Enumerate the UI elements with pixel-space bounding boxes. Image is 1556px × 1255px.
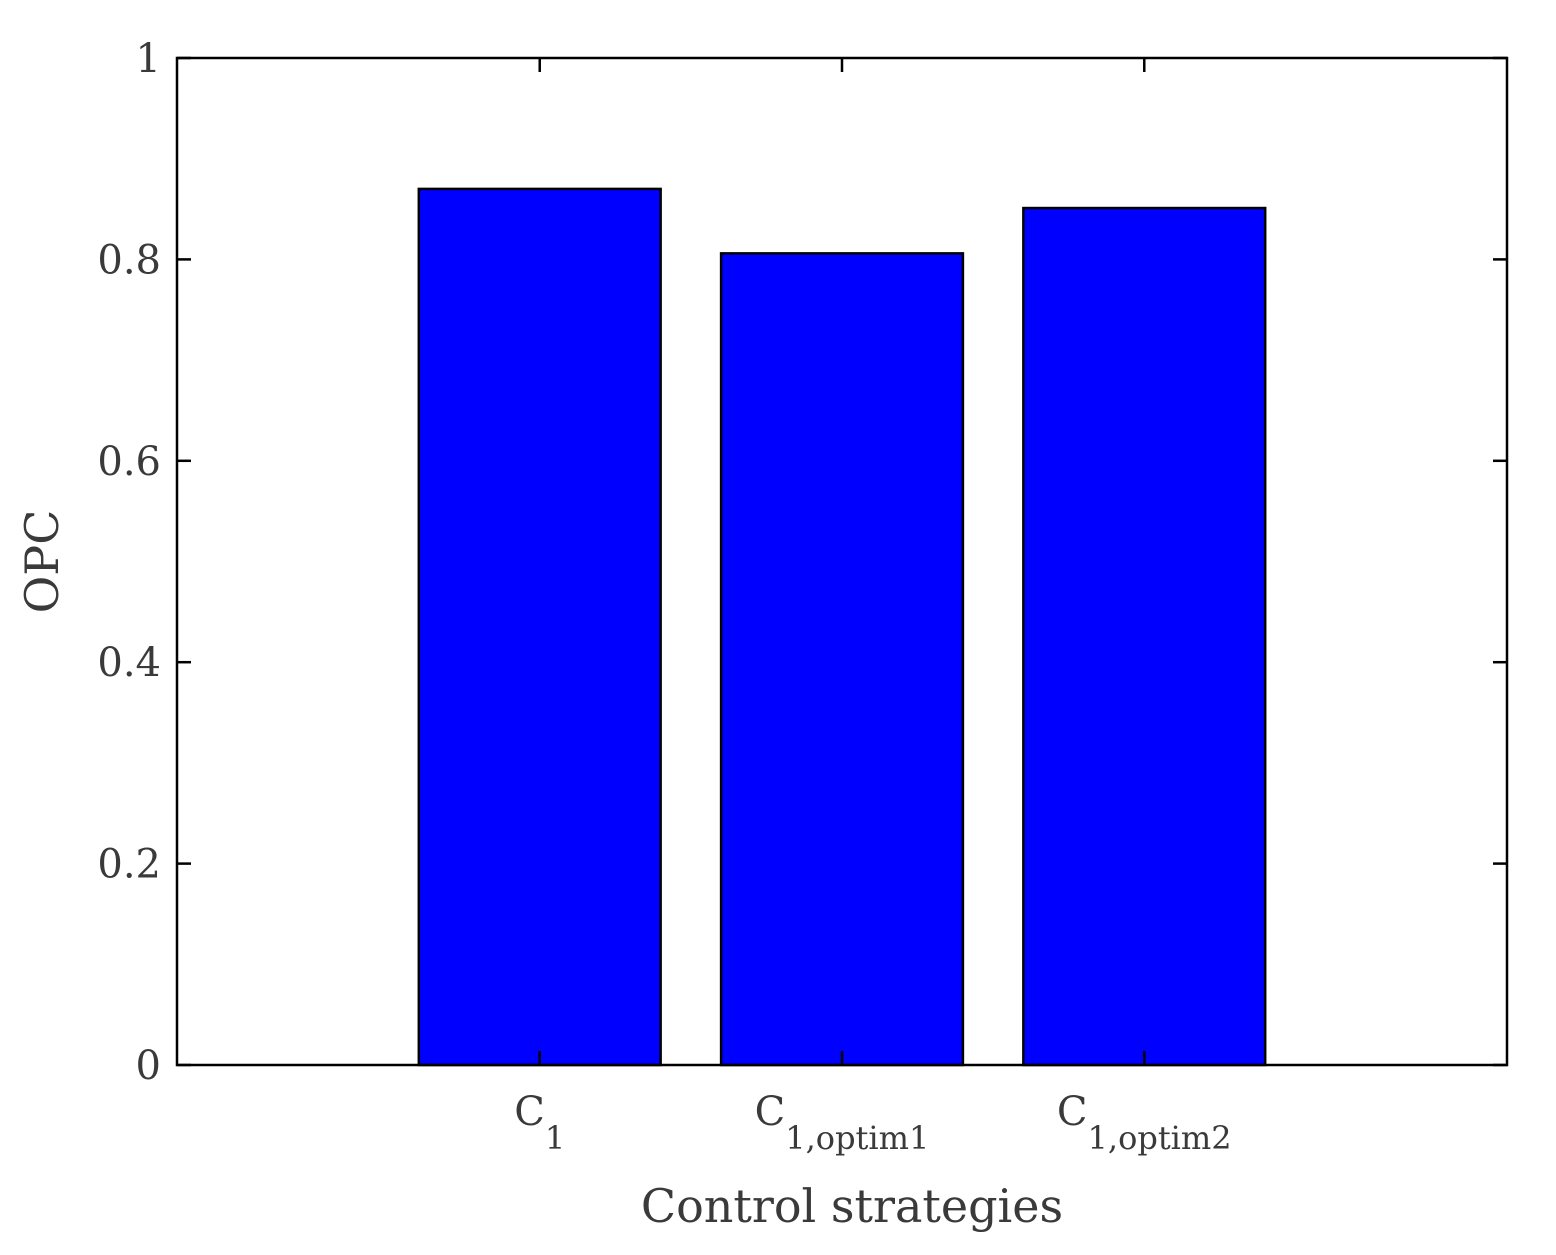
x-tick-labels: C1 C1,optim1 C1,optim2 — [514, 1089, 1231, 1157]
y-tick-label: 0.4 — [97, 640, 161, 686]
y-tick-label: 0.8 — [97, 237, 161, 283]
y-axis-label: OPC — [15, 510, 69, 614]
x-axis-label: Control strategies — [641, 1179, 1063, 1233]
y-tick-label: 0.2 — [97, 842, 161, 888]
y-tick-label: 0.6 — [97, 439, 161, 485]
x-tick-label: C1,optim2 — [1057, 1089, 1232, 1157]
bar — [417, 187, 662, 1067]
y-tick-label: 0 — [136, 1043, 161, 1089]
y-tick-labels: 0 0.2 0.4 0.6 0.8 1 — [97, 36, 161, 1089]
x-tick-label: C1 — [514, 1089, 565, 1157]
bars-group — [417, 187, 1267, 1067]
x-tick-label: C1,optim1 — [755, 1089, 930, 1157]
y-tick-label: 1 — [136, 36, 161, 82]
bar — [1022, 206, 1267, 1067]
bar — [719, 252, 965, 1067]
ticks-group — [177, 56, 1507, 1067]
